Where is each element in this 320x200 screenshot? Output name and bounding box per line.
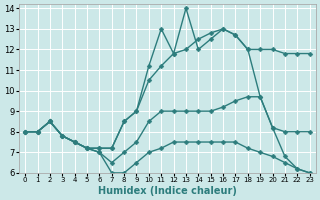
X-axis label: Humidex (Indice chaleur): Humidex (Indice chaleur) — [98, 186, 237, 196]
